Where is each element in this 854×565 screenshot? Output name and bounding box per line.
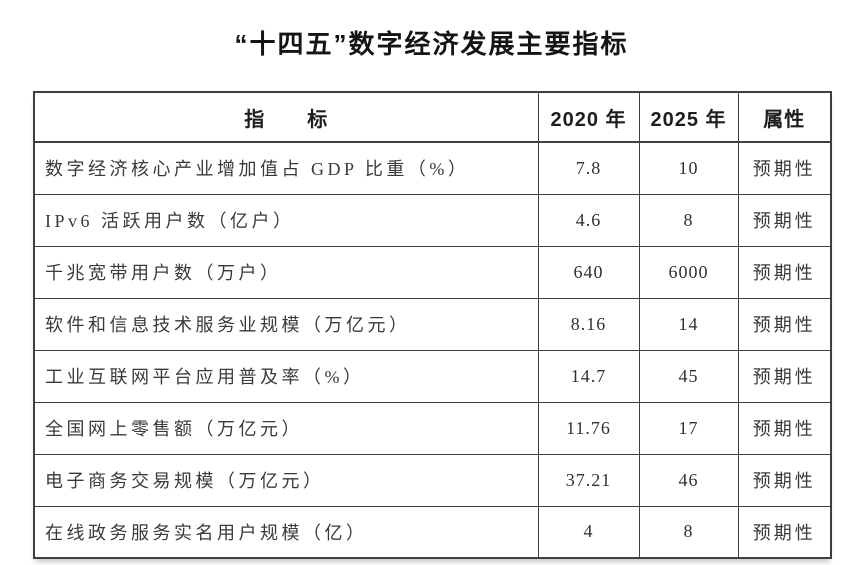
indicator-cell: 电子商务交易规模（万亿元）	[33, 453, 539, 507]
header-row: 指 标 2020 年 2025 年 属性	[33, 91, 832, 143]
value-2020-cell: 7.8	[537, 141, 640, 195]
indicators-table: 指 标 2020 年 2025 年 属性 数字经济核心产业增加值占 GDP 比重…	[33, 91, 832, 559]
indicator-cell: 软件和信息技术服务业规模（万亿元）	[33, 297, 539, 351]
value-2020-cell: 4	[537, 505, 640, 559]
table-row: IPv6 活跃用户数（亿户） 4.6 8 预期性	[33, 193, 832, 247]
indicator-cell: 数字经济核心产业增加值占 GDP 比重（%）	[33, 141, 539, 195]
attribute-cell: 预期性	[737, 453, 832, 507]
value-2025-cell: 10	[638, 141, 739, 195]
table-row: 工业互联网平台应用普及率（%） 14.7 45 预期性	[33, 349, 832, 403]
attribute-cell: 预期性	[737, 193, 832, 247]
value-2020-cell: 14.7	[537, 349, 640, 403]
attribute-cell: 预期性	[737, 401, 832, 455]
indicator-cell: IPv6 活跃用户数（亿户）	[33, 193, 539, 247]
value-2020-cell: 4.6	[537, 193, 640, 247]
header-attribute: 属性	[737, 91, 832, 143]
value-2020-cell: 8.16	[537, 297, 640, 351]
table-row: 全国网上零售额（万亿元） 11.76 17 预期性	[33, 401, 832, 455]
indicator-cell: 千兆宽带用户数（万户）	[33, 245, 539, 299]
value-2020-cell: 11.76	[537, 401, 640, 455]
indicator-cell: 全国网上零售额（万亿元）	[33, 401, 539, 455]
table-row: 在线政务服务实名用户规模（亿） 4 8 预期性	[33, 505, 832, 559]
value-2025-cell: 45	[638, 349, 739, 403]
value-2020-cell: 37.21	[537, 453, 640, 507]
value-2020-cell: 640	[537, 245, 640, 299]
value-2025-cell: 46	[638, 453, 739, 507]
header-2020: 2020 年	[537, 91, 640, 143]
value-2025-cell: 8	[638, 505, 739, 559]
attribute-cell: 预期性	[737, 349, 832, 403]
attribute-cell: 预期性	[737, 505, 832, 559]
table-row: 数字经济核心产业增加值占 GDP 比重（%） 7.8 10 预期性	[33, 141, 832, 195]
indicator-cell: 工业互联网平台应用普及率（%）	[33, 349, 539, 403]
value-2025-cell: 8	[638, 193, 739, 247]
attribute-cell: 预期性	[737, 297, 832, 351]
table-row: 软件和信息技术服务业规模（万亿元） 8.16 14 预期性	[33, 297, 832, 351]
header-2025: 2025 年	[638, 91, 739, 143]
value-2025-cell: 6000	[638, 245, 739, 299]
table-row: 电子商务交易规模（万亿元） 37.21 46 预期性	[33, 453, 832, 507]
header-indicator: 指 标	[33, 91, 539, 143]
indicator-cell: 在线政务服务实名用户规模（亿）	[33, 505, 539, 559]
attribute-cell: 预期性	[737, 141, 832, 195]
page-title: “十四五”数字经济发展主要指标	[234, 29, 629, 59]
value-2025-cell: 17	[638, 401, 739, 455]
table-row: 千兆宽带用户数（万户） 640 6000 预期性	[33, 245, 832, 299]
attribute-cell: 预期性	[737, 245, 832, 299]
value-2025-cell: 14	[638, 297, 739, 351]
